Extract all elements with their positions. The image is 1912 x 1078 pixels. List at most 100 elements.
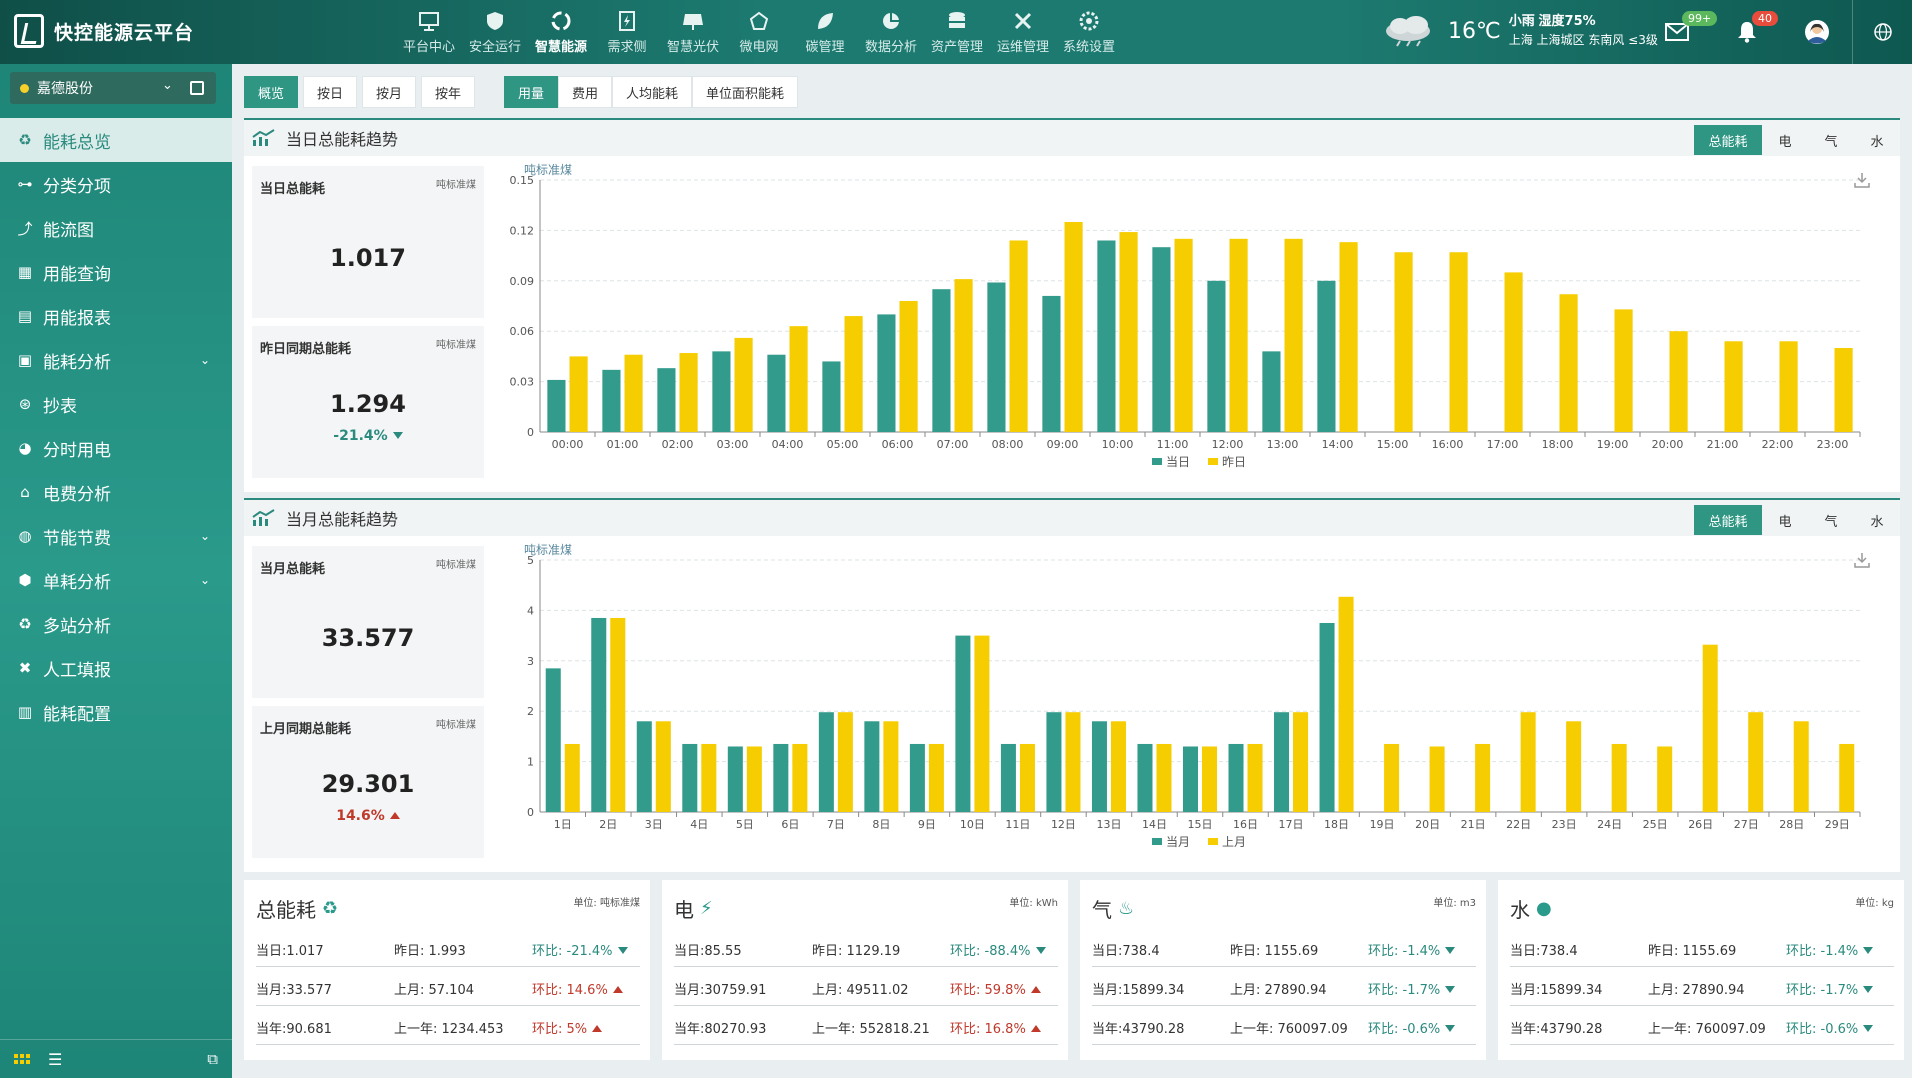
nav-item-8[interactable]: 资产管理 [924, 0, 990, 64]
legend-label[interactable]: 当日 [1166, 455, 1190, 469]
mail-button[interactable]: 99+ [1642, 0, 1718, 64]
bar-昨日-20:00[interactable] [1669, 331, 1688, 432]
bar-上月-27日[interactable] [1748, 712, 1764, 812]
bar-昨日-02:00[interactable] [679, 353, 698, 432]
nav-item-0[interactable]: 平台中心 [396, 0, 462, 64]
bar-上月-5日[interactable] [746, 746, 762, 812]
bar-昨日-18:00[interactable] [1559, 294, 1578, 432]
bar-当月-9日[interactable] [909, 743, 925, 812]
bar-当月-2日[interactable] [591, 617, 607, 812]
bar-当日-06:00[interactable] [877, 314, 896, 432]
sidebar-item-9[interactable]: ◍ 节能节费 ⌄ [0, 514, 232, 558]
bar-上月-18日[interactable] [1338, 596, 1354, 812]
view-tab-2[interactable]: 按月 [362, 76, 417, 108]
sidebar-item-5[interactable]: ▣ 能耗分析 ⌄ [0, 338, 232, 382]
nav-item-4[interactable]: 智慧光伏 [660, 0, 726, 64]
bar-当日-08:00[interactable] [987, 282, 1006, 432]
bar-当日-13:00[interactable] [1262, 351, 1281, 432]
bar-上月-20日[interactable] [1429, 746, 1445, 812]
bar-昨日-21:00[interactable] [1724, 341, 1743, 432]
bar-当月-17日[interactable] [1274, 712, 1290, 812]
sidebar-item-13[interactable]: ▥ 能耗配置 [0, 690, 232, 734]
bar-昨日-06:00[interactable] [899, 300, 918, 432]
org-selector[interactable]: 嘉德股份 ⌄ [10, 72, 216, 104]
bar-当日-09:00[interactable] [1042, 295, 1061, 432]
bar-当月-1日[interactable] [545, 668, 561, 812]
notification-button[interactable]: 40 [1712, 0, 1782, 64]
sidebar-item-8[interactable]: ⌂ 电费分析 [0, 470, 232, 514]
legend-label[interactable]: 上月 [1222, 835, 1246, 849]
nav-item-3[interactable]: 需求侧 [594, 0, 660, 64]
bar-上月-21日[interactable] [1475, 743, 1491, 812]
legend-label[interactable]: 当月 [1166, 835, 1190, 849]
nav-item-5[interactable]: 微电网 [726, 0, 792, 64]
nav-item-9[interactable]: 运维管理 [990, 0, 1056, 64]
nav-item-1[interactable]: 安全运行 [462, 0, 528, 64]
metric-tab-2[interactable]: 人均能耗 [612, 76, 693, 108]
sidebar-item-6[interactable]: ⊛ 抄表 [0, 382, 232, 426]
bar-当月-16日[interactable] [1228, 743, 1244, 812]
energy-type-tab-3[interactable]: 水 [1870, 134, 1884, 150]
bar-当月-8日[interactable] [864, 721, 880, 812]
bar-上月-12日[interactable] [1065, 712, 1081, 812]
bar-当月-6日[interactable] [773, 743, 789, 812]
bar-昨日-01:00[interactable] [624, 354, 643, 432]
metric-tab-3[interactable]: 单位面积能耗 [692, 76, 799, 108]
bar-当日-02:00[interactable] [657, 368, 676, 432]
bar-昨日-10:00[interactable] [1119, 232, 1138, 432]
metric-tab-1[interactable]: 费用 [558, 76, 613, 108]
bar-上月-28日[interactable] [1793, 721, 1809, 812]
nav-item-10[interactable]: 系统设置 [1056, 0, 1122, 64]
bar-上月-25日[interactable] [1657, 746, 1673, 812]
download-icon[interactable] [1854, 552, 1870, 568]
bar-当月-13日[interactable] [1091, 721, 1107, 812]
bar-当日-14:00[interactable] [1317, 280, 1336, 432]
bar-当日-10:00[interactable] [1097, 240, 1116, 432]
energy-type-tab-0[interactable]: 总能耗 [1694, 505, 1762, 535]
energy-type-tab-1[interactable]: 电 [1778, 514, 1792, 530]
sidebar-item-0[interactable]: ♻ 能耗总览 [0, 118, 232, 162]
window-copy-icon[interactable]: ⧉ [207, 1050, 218, 1068]
view-tab-1[interactable]: 按日 [303, 76, 358, 108]
user-avatar-button[interactable] [1782, 0, 1852, 64]
bar-昨日-08:00[interactable] [1009, 240, 1028, 432]
bar-昨日-12:00[interactable] [1229, 238, 1248, 432]
sidebar-item-1[interactable]: ⊶ 分类分项 [0, 162, 232, 206]
brand[interactable]: 快控能源云平台 [14, 14, 194, 48]
nav-item-6[interactable]: 碳管理 [792, 0, 858, 64]
legend-label[interactable]: 昨日 [1222, 455, 1246, 469]
bar-上月-16日[interactable] [1247, 743, 1263, 812]
nav-item-7[interactable]: 数据分析 [858, 0, 924, 64]
bar-当日-07:00[interactable] [932, 289, 951, 432]
bar-上月-10日[interactable] [974, 635, 990, 812]
bar-上月-4日[interactable] [701, 743, 717, 812]
bar-昨日-05:00[interactable] [844, 316, 863, 432]
bar-昨日-09:00[interactable] [1064, 222, 1083, 432]
bar-昨日-03:00[interactable] [734, 337, 753, 432]
bar-当月-11日[interactable] [1000, 743, 1016, 812]
bar-上月-24日[interactable] [1611, 743, 1627, 812]
metric-tab-0[interactable]: 用量 [504, 76, 559, 108]
grid-switch-icon[interactable] [190, 81, 204, 95]
energy-type-tab-3[interactable]: 水 [1870, 514, 1884, 530]
bar-当月-3日[interactable] [636, 721, 652, 812]
language-button[interactable] [1852, 0, 1912, 64]
bar-上月-22日[interactable] [1520, 712, 1536, 812]
bar-上月-11日[interactable] [1019, 743, 1035, 812]
bar-昨日-16:00[interactable] [1449, 252, 1468, 432]
bar-昨日-14:00[interactable] [1339, 242, 1358, 432]
sidebar-item-10[interactable]: ⬢ 单耗分析 ⌄ [0, 558, 232, 602]
sidebar-item-7[interactable]: ◕ 分时用电 [0, 426, 232, 470]
bar-上月-6日[interactable] [792, 743, 808, 812]
bar-昨日-19:00[interactable] [1614, 309, 1633, 432]
bar-上月-1日[interactable] [564, 743, 580, 812]
bar-当日-03:00[interactable] [712, 351, 731, 432]
energy-type-tab-0[interactable]: 总能耗 [1694, 125, 1762, 155]
bar-当日-01:00[interactable] [602, 369, 621, 432]
sidebar-item-3[interactable]: ▦ 用能查询 [0, 250, 232, 294]
bar-当日-04:00[interactable] [767, 354, 786, 432]
sidebar-item-11[interactable]: ♻ 多站分析 [0, 602, 232, 646]
apps-grid-icon[interactable] [14, 1054, 30, 1064]
bar-当月-4日[interactable] [682, 743, 698, 812]
bar-当月-12日[interactable] [1046, 712, 1062, 812]
